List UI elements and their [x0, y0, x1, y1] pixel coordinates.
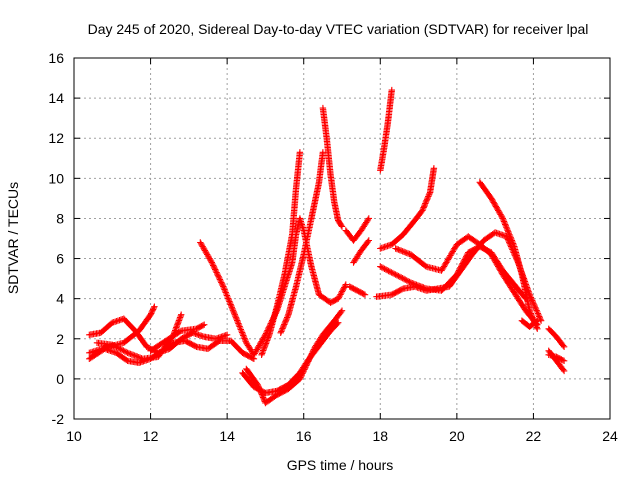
y-axis-label: SDTVAR / TECUs — [5, 182, 21, 294]
marker-trace — [342, 215, 372, 244]
marker-trace — [377, 86, 395, 174]
marker-trace — [392, 233, 541, 328]
y-tick-label: 12 — [48, 130, 64, 146]
y-tick-label: 2 — [56, 331, 64, 347]
x-tick-label: 14 — [219, 428, 235, 444]
marker-trace — [377, 165, 438, 252]
marker-trace — [350, 237, 372, 266]
series-arc-h — [239, 319, 342, 397]
series-arc-x — [545, 351, 568, 364]
x-tick-label: 18 — [372, 428, 388, 444]
y-tick-label: -2 — [52, 411, 65, 427]
series-arc-k — [319, 104, 346, 230]
plot-frame — [73, 57, 611, 420]
marker-trace — [545, 351, 568, 364]
y-tick-label: 4 — [56, 291, 64, 307]
data-marks — [86, 86, 568, 407]
series-arc-p — [377, 165, 438, 252]
x-tick-label: 20 — [449, 428, 465, 444]
y-tick-label: 8 — [56, 210, 64, 226]
x-axis-label: GPS time / hours — [287, 457, 394, 473]
marker-trace — [147, 321, 208, 354]
y-tick-label: 6 — [56, 251, 64, 267]
series-arc-t — [476, 179, 541, 332]
marker-trace — [319, 104, 346, 230]
series-arc-j — [277, 149, 327, 336]
marker-trace — [258, 149, 304, 358]
y-tick-label: 16 — [48, 50, 64, 66]
marker-trace — [346, 283, 369, 298]
x-tick-label: 16 — [296, 428, 312, 444]
x-tick-label: 22 — [526, 428, 542, 444]
series-arc-m — [346, 283, 369, 298]
chart-title: Day 245 of 2020, Sidereal Day-to-day VTE… — [88, 21, 589, 37]
series-arc-n — [350, 237, 372, 266]
x-tick-label: 10 — [66, 428, 82, 444]
series-arc-v — [545, 325, 568, 350]
series-arc-i — [258, 149, 304, 358]
series-arc-o — [377, 86, 395, 174]
y-tick-label: 0 — [56, 371, 64, 387]
marker-trace — [518, 317, 541, 330]
y-tick-label: 10 — [48, 170, 64, 186]
x-tick-label: 12 — [143, 428, 159, 444]
series-arc-u — [518, 317, 541, 330]
marker-trace — [476, 179, 541, 332]
marker-trace — [545, 325, 568, 350]
series-arc-l — [342, 215, 372, 244]
marker-trace — [277, 149, 327, 336]
series-arc-s — [392, 233, 541, 328]
y-tick-label: 14 — [48, 90, 64, 106]
grid-lines — [74, 58, 610, 419]
series-arc-e — [147, 321, 208, 354]
x-tick-label: 24 — [602, 428, 618, 444]
marker-trace — [239, 319, 342, 397]
